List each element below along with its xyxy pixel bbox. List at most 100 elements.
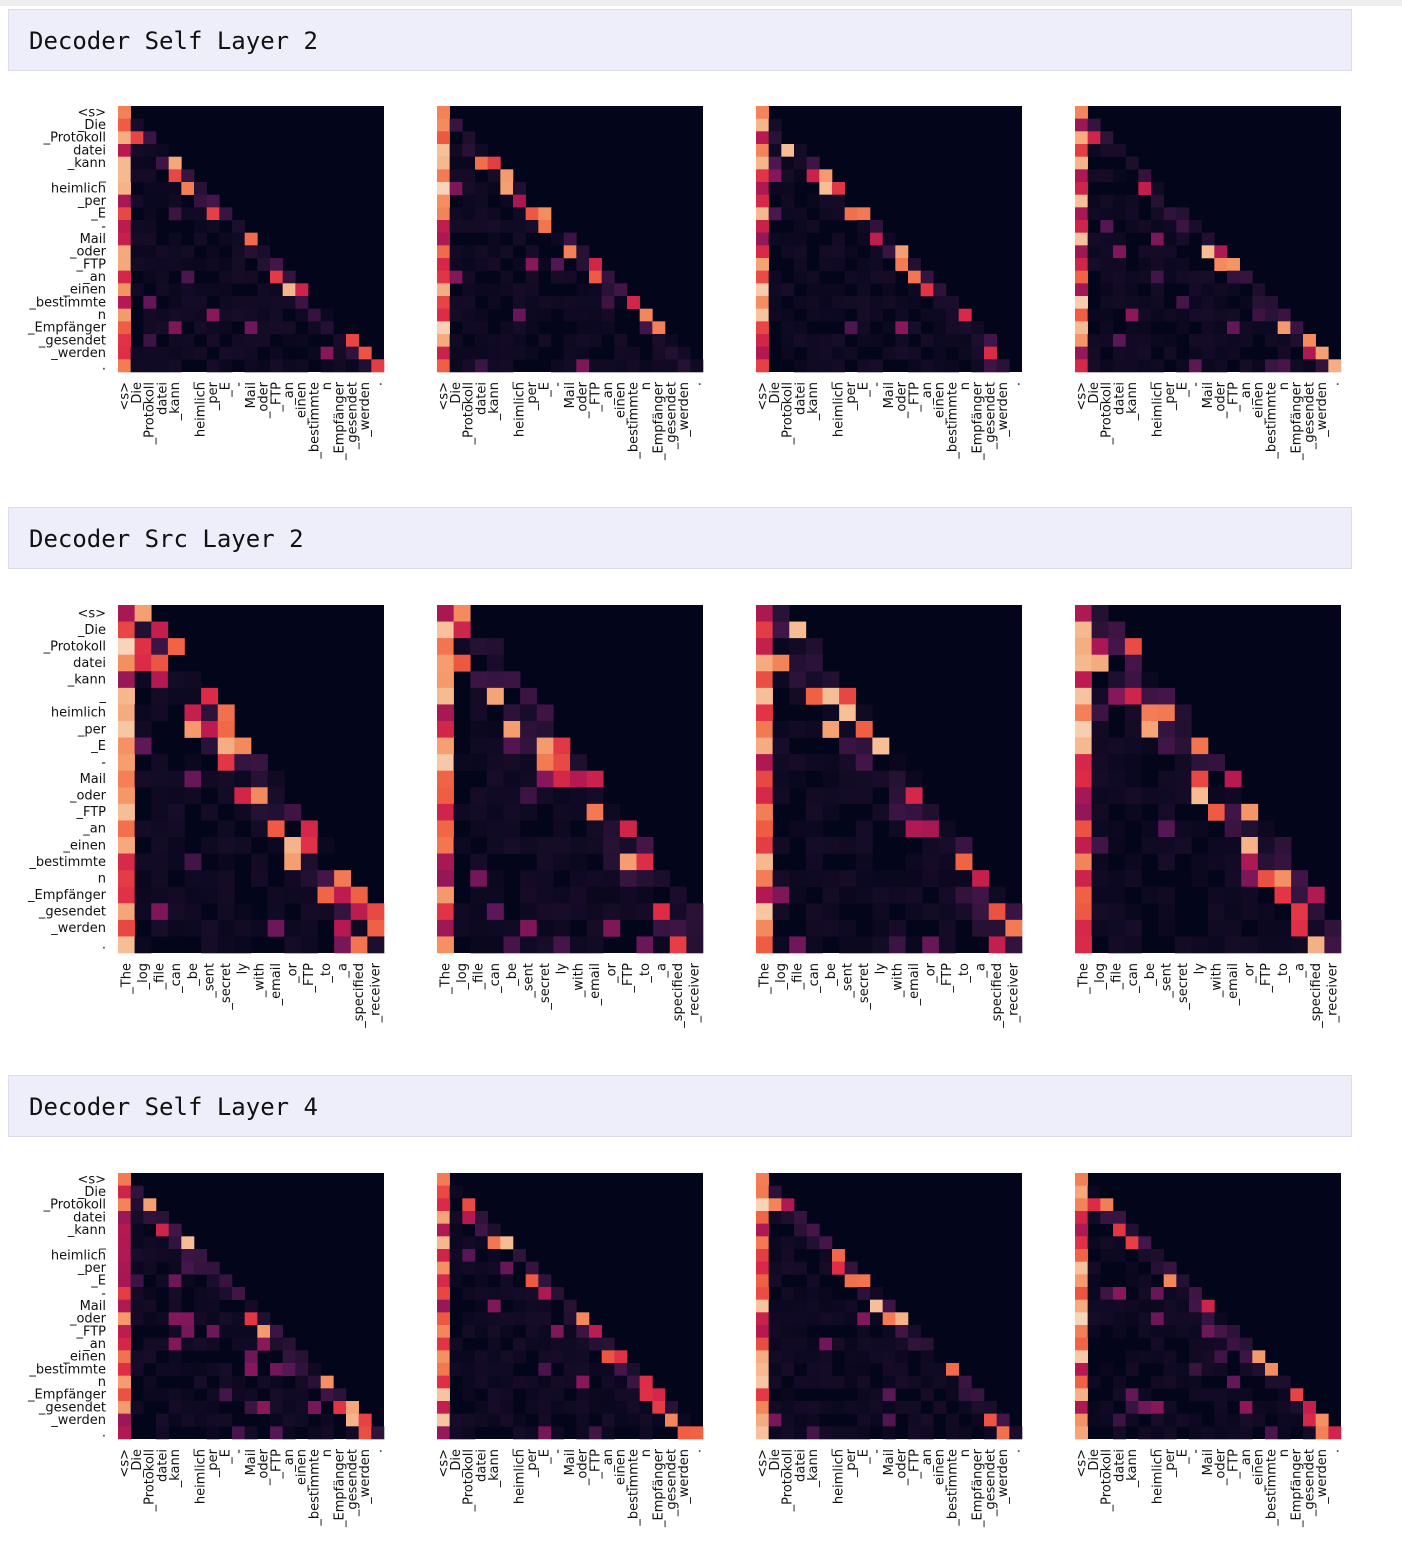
heatmap-cell (538, 1388, 552, 1402)
heatmap-cell (1227, 346, 1240, 360)
heatmap-cell (118, 1426, 131, 1440)
heatmap-cell (1125, 346, 1139, 360)
heatmap-cell (908, 283, 921, 297)
heatmap-cell (130, 1236, 144, 1250)
column-tick-label: _ (1138, 382, 1153, 390)
heatmap-cell (1257, 837, 1275, 854)
heatmap-cell (933, 346, 947, 360)
heatmap-cell (1125, 270, 1139, 284)
heatmap-cell (536, 704, 554, 722)
heatmap-cell (933, 308, 947, 322)
heatmap-cell (1075, 296, 1088, 309)
heatmap-cell (536, 853, 554, 871)
heatmap-cell (143, 334, 157, 347)
heatmap-cell (282, 1363, 296, 1376)
heatmap-cell (563, 270, 577, 284)
heatmap-cell (118, 787, 135, 805)
heatmap-cell (920, 359, 934, 373)
column-tick-label: n (1277, 1449, 1292, 1457)
heatmap-cell (118, 1413, 131, 1427)
heatmap-cell (219, 1312, 233, 1326)
heatmap-cell (870, 1350, 883, 1364)
heatmap-cell (768, 1363, 782, 1376)
heatmap-cell (570, 754, 587, 772)
heatmap-cell (232, 1287, 245, 1300)
heatmap-cell (669, 903, 687, 921)
heatmap-cell (794, 220, 807, 233)
heatmap-cell (789, 754, 807, 772)
heatmap-cell (168, 245, 182, 259)
heatmap-cell (1138, 334, 1152, 347)
heatmap-cell (1214, 1325, 1228, 1338)
heatmap-cell (908, 1375, 921, 1389)
heatmap-cell (143, 232, 157, 246)
heatmap-cell (513, 1375, 526, 1389)
heatmap-cell (844, 1337, 858, 1351)
heatmap-cell (933, 334, 947, 347)
heatmap-cell (470, 919, 488, 937)
heatmap-cell (819, 1337, 833, 1351)
heatmap-cell (665, 346, 678, 360)
row-tick-label: . (102, 1426, 106, 1441)
heatmap-cell (1189, 220, 1202, 233)
heatmap-cell (217, 754, 235, 772)
heatmap-cell (270, 321, 283, 335)
heatmap-cell (267, 903, 285, 921)
heatmap-cell (882, 1363, 896, 1376)
heatmap-cell (487, 1363, 501, 1376)
heatmap-cell (1075, 721, 1092, 738)
heatmap-cell (270, 1426, 283, 1440)
heatmap-cell (538, 334, 552, 347)
heatmap-cell (772, 638, 790, 656)
heatmap-cell (870, 232, 883, 246)
heatmap-cell (819, 194, 833, 208)
heatmap-cell (789, 721, 807, 738)
heatmap-cell (1201, 232, 1215, 246)
heatmap-cell (1163, 232, 1177, 246)
heatmap-cell (768, 131, 782, 145)
column-tick-label: _or (605, 962, 620, 983)
heatmap-cell (487, 1413, 501, 1427)
column-tick-label: <s> (117, 382, 132, 411)
heatmap-cell (1075, 144, 1088, 157)
heatmap-cell (895, 258, 909, 271)
heatmap-cell (470, 737, 488, 755)
heatmap-cell (781, 283, 795, 297)
heatmap-cell (513, 1350, 526, 1364)
column-tick-label: n (1277, 382, 1292, 390)
heatmap-cell (586, 936, 604, 954)
heatmap-cell (576, 346, 590, 360)
heatmap-cell (475, 1223, 488, 1237)
heatmap-cell (251, 803, 268, 821)
heatmap-cell (586, 787, 604, 805)
heatmap-cell (232, 1325, 245, 1338)
heatmap-cell (486, 820, 504, 838)
heatmap-cell (244, 1350, 258, 1364)
heatmap-cell (156, 182, 169, 195)
heatmap-cell (819, 1299, 833, 1313)
heatmap-cell (308, 1401, 321, 1414)
column-tick-label: _Die (768, 382, 783, 411)
heatmap-cell (781, 245, 795, 259)
heatmap-cell (437, 721, 454, 738)
heatmap-cell (282, 1401, 296, 1414)
heatmap-cell (855, 704, 873, 722)
column-tick-label: _Empfänger (652, 1448, 667, 1528)
heatmap-cell (513, 1299, 526, 1313)
heatmap-cell (768, 182, 782, 195)
row-tick-label: _Protokoll (43, 639, 106, 654)
heatmap-cell (284, 853, 302, 871)
heatmap-cell (513, 1249, 526, 1262)
heatmap-cell (781, 1299, 795, 1313)
row-tick-label: n (98, 871, 106, 886)
column-tick-label: _FTP (1226, 1449, 1241, 1480)
heatmap-cell (832, 1337, 845, 1351)
heatmap-cell (437, 232, 450, 246)
heatmap-cell (1075, 194, 1088, 208)
heatmap-cell (1265, 1375, 1278, 1389)
heatmap-cell (1087, 1375, 1101, 1389)
heatmap-cell (1163, 346, 1177, 360)
column-tick-label: Mail (563, 1449, 578, 1475)
heatmap-cell (1227, 1413, 1240, 1427)
heatmap-cell (538, 1337, 552, 1351)
